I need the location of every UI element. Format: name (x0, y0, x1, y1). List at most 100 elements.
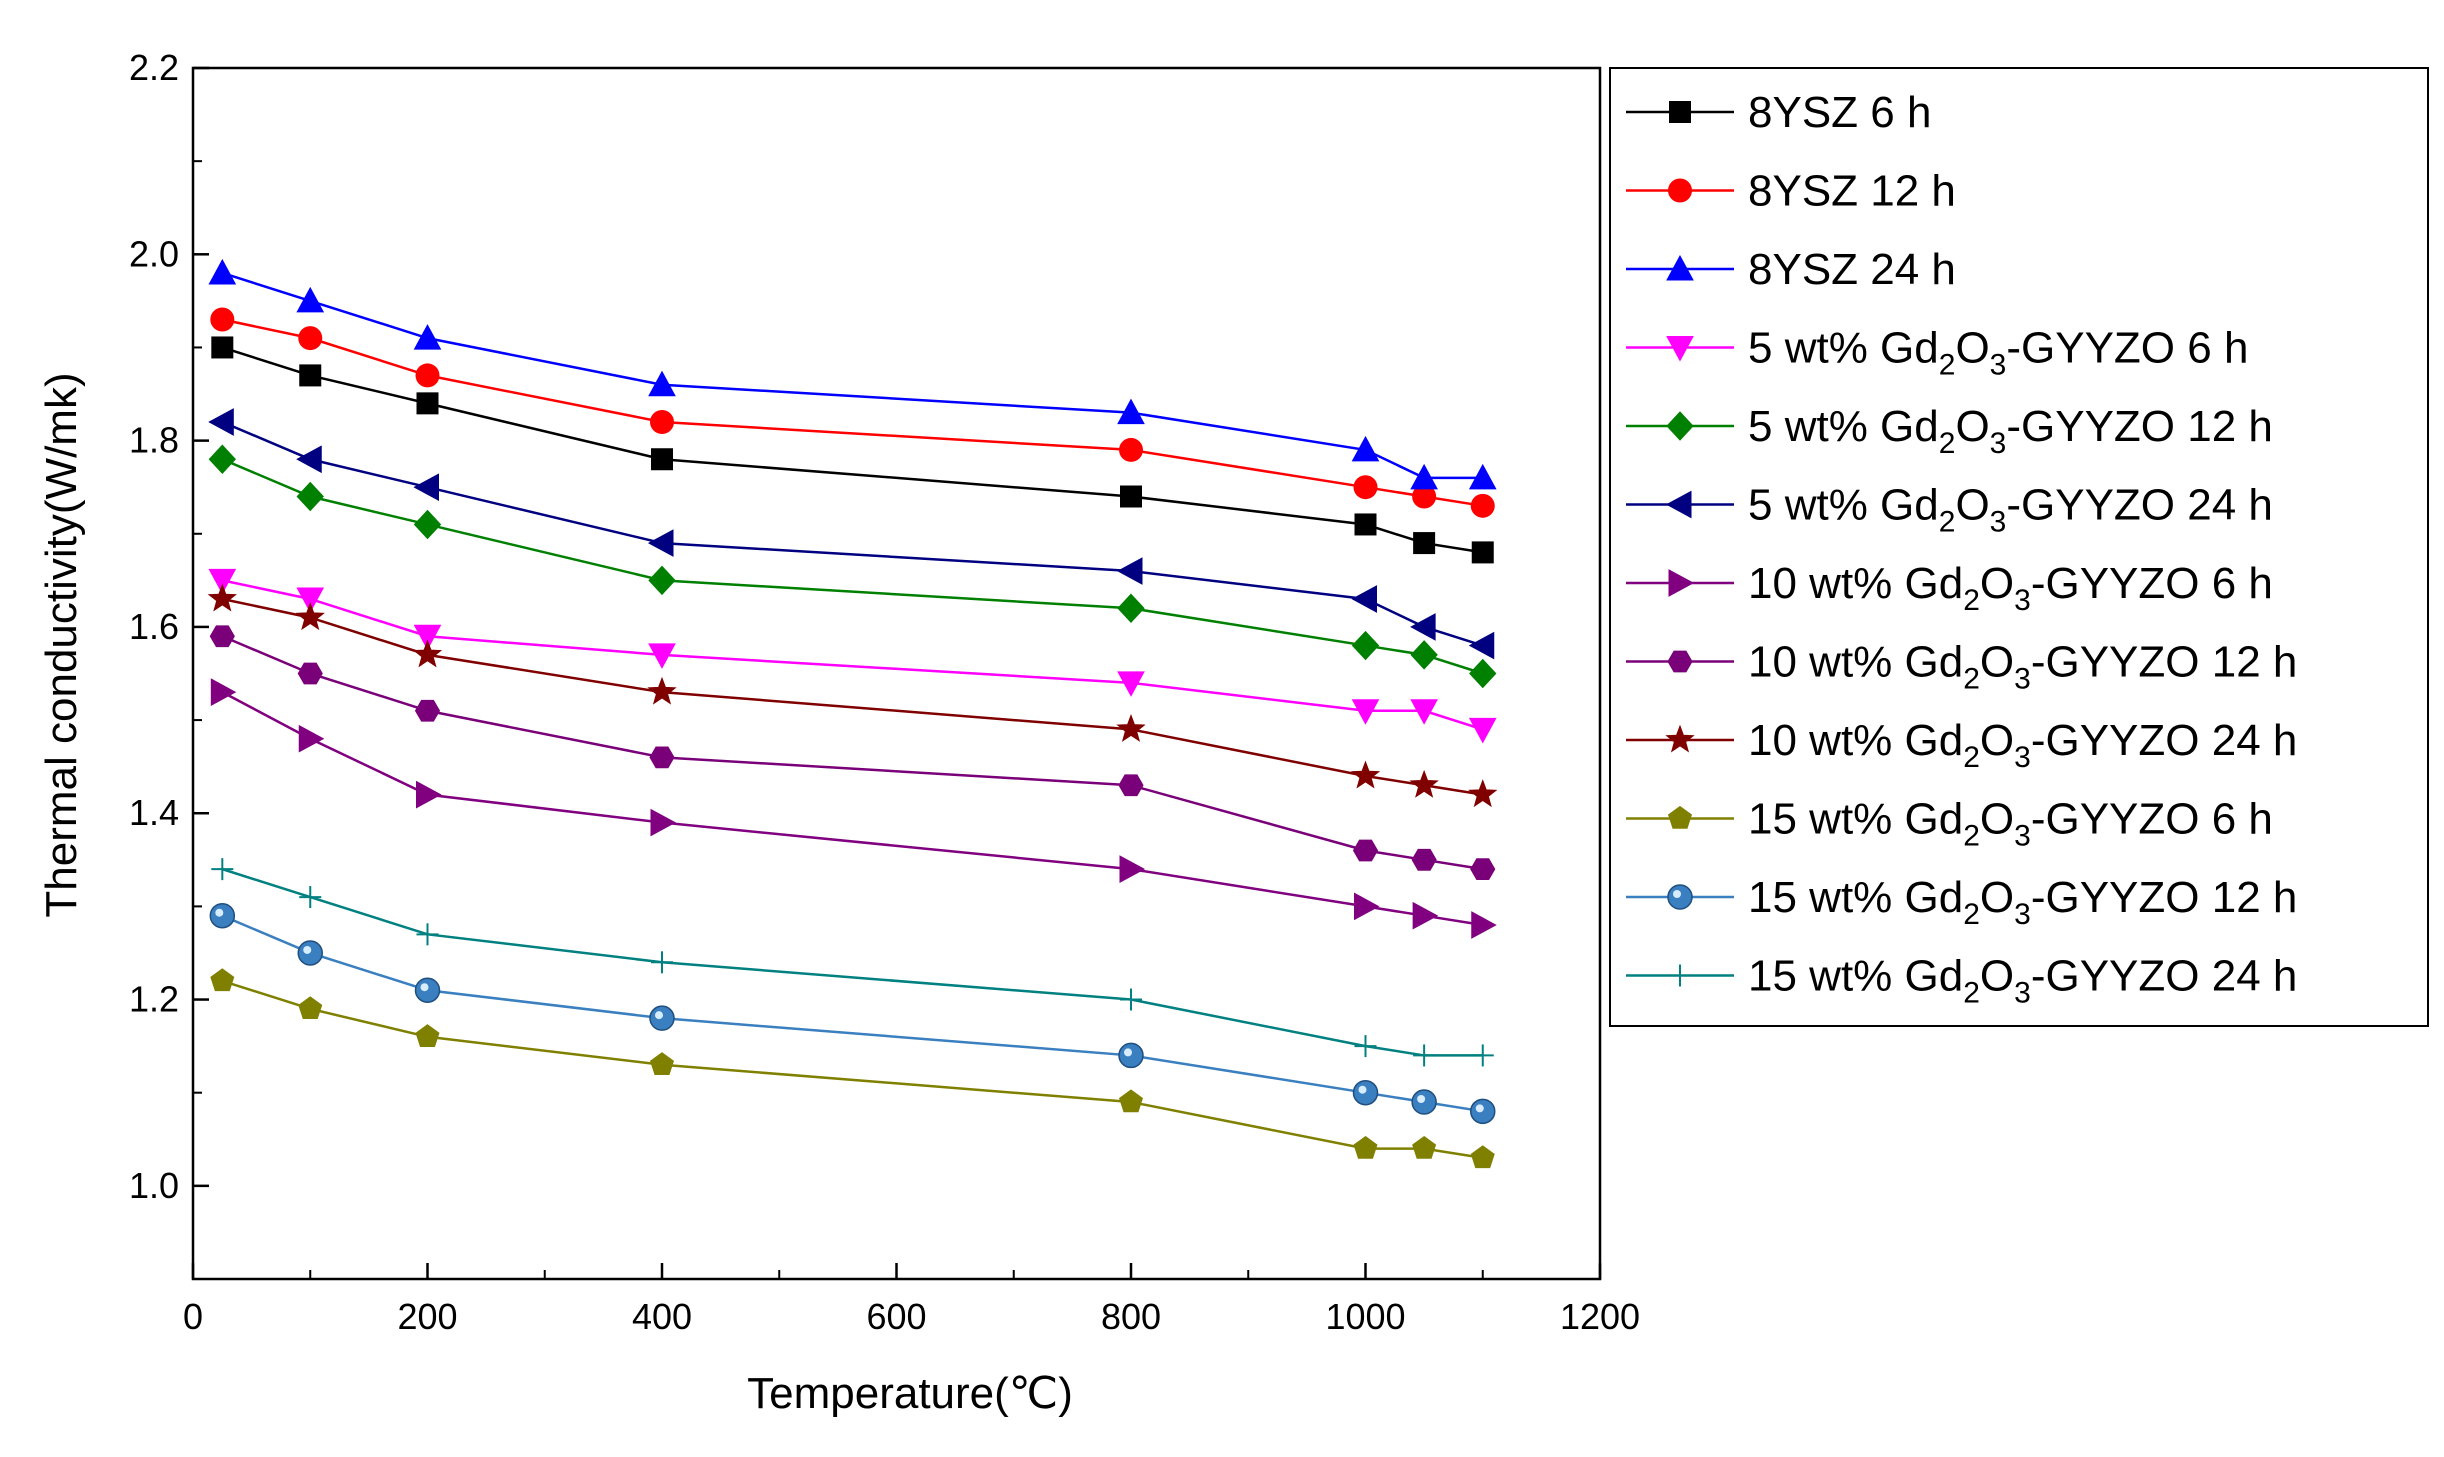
legend-entry-5: 5 wt% Gd2O3-GYYZO 12 h (1626, 402, 2273, 460)
series-line (222, 597, 1483, 796)
data-point (1412, 484, 1437, 509)
x-tick-label: 0 (183, 1296, 203, 1337)
legend-marker (1666, 411, 1694, 441)
data-point (208, 408, 234, 436)
data-point (1410, 699, 1438, 725)
data-point (1470, 1098, 1496, 1125)
data-point (649, 1005, 675, 1031)
data-point (413, 509, 442, 540)
y-tick-label: 1.0 (129, 1165, 179, 1206)
data-point (1351, 435, 1380, 462)
x-tick-label: 600 (866, 1296, 926, 1337)
series-line (221, 271, 1483, 480)
y-tick-label: 2.2 (129, 47, 179, 88)
series-line (222, 579, 1484, 731)
data-point (647, 676, 677, 705)
data-point (649, 1052, 675, 1075)
x-tick-label: 800 (1101, 1296, 1161, 1337)
data-point (1470, 493, 1495, 518)
series-2 (210, 307, 1495, 518)
data-point (1352, 839, 1379, 862)
data-point (1471, 911, 1497, 939)
data-point (1117, 671, 1145, 697)
legend-entry-12: 15 wt% Gd2O3-GYYZO 24 h (1626, 952, 2297, 1010)
data-point (1468, 463, 1497, 490)
legend-entry-8: 10 wt% Gd2O3-GYYZO 12 h (1626, 638, 2297, 696)
data-point (1120, 485, 1142, 508)
data-point (1410, 640, 1438, 670)
data-point (1468, 717, 1497, 744)
y-tick-label: 1.2 (129, 979, 179, 1020)
data-point (210, 307, 235, 332)
data-point (414, 977, 441, 1003)
legend-label: 15 wt% Gd2O3-GYYZO 24 h (1748, 952, 2297, 1010)
legend-label: 15 wt% Gd2O3-GYYZO 6 h (1748, 795, 2273, 853)
legend-label: 10 wt% Gd2O3-GYYZO 24 h (1748, 716, 2297, 774)
data-point (1119, 437, 1143, 462)
series-line (221, 867, 1483, 1057)
data-point (211, 336, 234, 359)
series-line (221, 635, 1483, 871)
data-point (415, 363, 440, 388)
data-point (296, 286, 325, 313)
data-point (1117, 398, 1145, 425)
data-point (648, 370, 676, 397)
data-point (1354, 513, 1377, 536)
y-tick-label: 1.4 (129, 792, 179, 833)
legend-label: 5 wt% Gd2O3-GYYZO 12 h (1748, 402, 2273, 460)
data-point (1470, 1145, 1495, 1169)
legend-marker (1667, 884, 1693, 910)
data-point (211, 858, 234, 881)
data-point (651, 448, 673, 471)
series-9 (207, 583, 1498, 808)
data-point (413, 473, 439, 502)
series-line (221, 420, 1484, 647)
data-point (1413, 532, 1436, 555)
series-line (221, 458, 1484, 675)
series-line (222, 318, 1483, 508)
data-point (1117, 593, 1145, 624)
data-point (416, 780, 442, 809)
data-point (1119, 855, 1146, 883)
data-point (1120, 988, 1142, 1011)
data-point (1471, 1044, 1494, 1067)
legend-marker (1667, 650, 1693, 673)
data-point (296, 587, 325, 614)
series-12 (211, 858, 1494, 1067)
data-point (1468, 631, 1495, 660)
data-point (1410, 613, 1436, 641)
data-point (413, 324, 442, 350)
legend-marker (1665, 490, 1692, 519)
legend-marker (1667, 805, 1693, 829)
data-point (210, 968, 235, 992)
data-point (297, 662, 323, 685)
x-axis: 0 200 400 600 800 1000 1200 (183, 1263, 1640, 1337)
data-point (299, 364, 322, 387)
data-point (651, 951, 673, 974)
y-axis-title: Thermal conductivity(W/mk) (37, 372, 86, 917)
legend-entry-1: 8YSZ 6 h (1626, 88, 1931, 137)
data-point (1409, 769, 1439, 798)
data-point (1411, 1089, 1437, 1115)
data-point (208, 444, 236, 474)
data-point (1470, 858, 1496, 881)
data-point (415, 1024, 440, 1048)
y-axis: 1.0 1.2 1.4 1.6 1.8 2.0 2.2 (129, 47, 209, 1280)
data-point (1412, 1135, 1437, 1159)
data-point (1116, 713, 1146, 742)
data-point (1413, 1044, 1436, 1067)
x-tick-label: 1200 (1560, 1296, 1640, 1337)
data-point (1118, 774, 1144, 797)
legend: 8YSZ 6 h 8YSZ 12 h 8YSZ 24 h 5 wt% Gd2O3-GY… (1609, 67, 2429, 1027)
legend-marker (1669, 101, 1691, 123)
data-point (296, 481, 324, 512)
data-point (208, 568, 237, 595)
data-point (1118, 1089, 1144, 1113)
data-point (1354, 892, 1380, 921)
data-point (416, 923, 439, 946)
data-point (295, 602, 325, 631)
data-point (297, 940, 323, 966)
series-7 (210, 678, 1497, 939)
data-point (1353, 475, 1378, 500)
legend-label: 5 wt% Gd2O3-GYYZO 6 h (1748, 324, 2248, 382)
